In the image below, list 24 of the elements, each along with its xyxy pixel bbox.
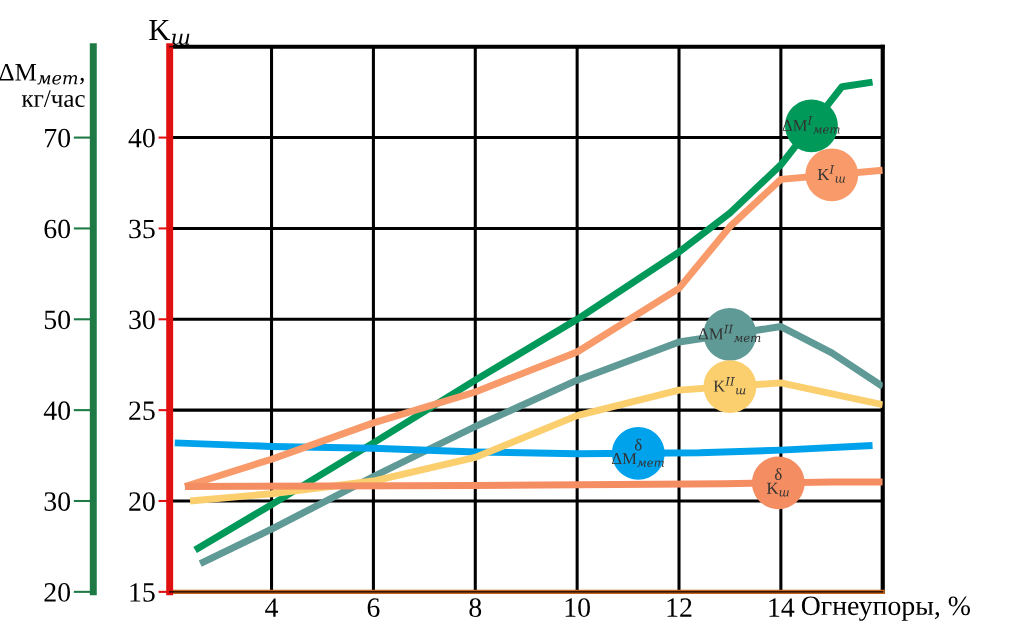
y-tick-label: 30 — [44, 492, 71, 511]
x-tick-label: 10 — [565, 598, 590, 617]
series-label: K$^{II}$$_{ш}$ — [713, 377, 746, 395]
y-tick-label: 60 — [44, 219, 71, 239]
y-tick-label: 70 — [45, 128, 71, 148]
series-label: δ K$_{ш}$ — [766, 468, 789, 497]
y2-tick-label: 40 — [128, 128, 155, 148]
x-tick-label: 14 — [769, 598, 795, 617]
series-label: K$^{I}$$_{ш}$ — [817, 165, 845, 183]
y2-tick-label: 20 — [129, 492, 155, 511]
y-axis-title: ΔM$_{мет}$, кг/час — [0, 63, 85, 108]
y2-tick-label: 30 — [129, 310, 155, 330]
x-tick-label: 6 — [367, 598, 380, 617]
y-tick-label: 40 — [43, 401, 71, 421]
y2-tick-label: 15 — [130, 583, 155, 602]
x-axis-title: Огнеупоры, % — [801, 596, 970, 621]
x-tick-label: 4 — [265, 598, 279, 617]
y2-tick-label: 25 — [129, 401, 155, 421]
y-tick-label: 20 — [44, 583, 71, 602]
x-tick-label: 12 — [667, 598, 692, 617]
y-tick-label: 50 — [44, 310, 71, 330]
x-tick-label: 8 — [469, 598, 482, 617]
y2-axis-title: K$_{ш}$ — [149, 20, 190, 46]
y2-tick-label: 35 — [129, 219, 155, 239]
